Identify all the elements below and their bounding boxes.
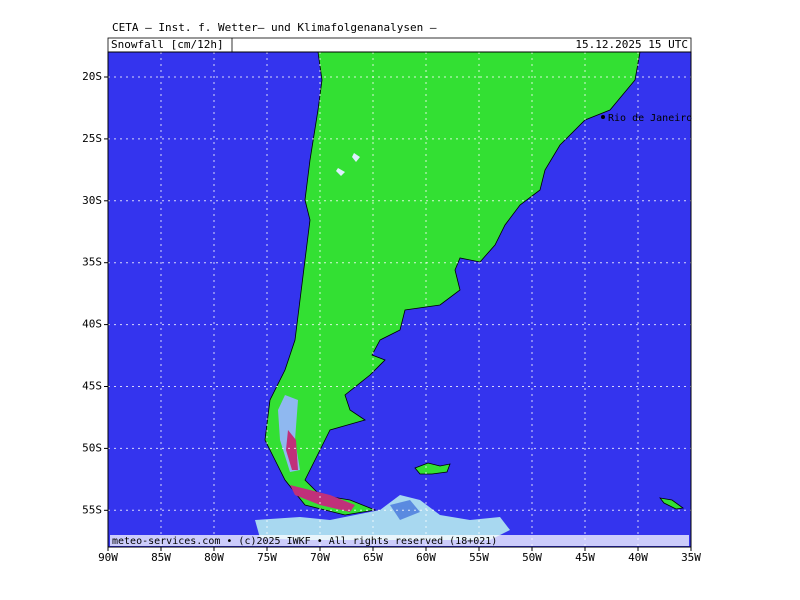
lon-label: 55W xyxy=(469,551,489,564)
lon-label: 80W xyxy=(204,551,224,564)
title: CETA — Inst. f. Wetter— und Klimafolgena… xyxy=(112,21,437,34)
lon-label: 35W xyxy=(681,551,701,564)
city-marker xyxy=(601,115,605,119)
falklands xyxy=(414,462,451,475)
snow-heavy xyxy=(290,485,355,512)
city-label: Rio de Janeiro xyxy=(608,113,692,124)
snowfall xyxy=(255,153,510,540)
lat-label: 35S xyxy=(82,256,102,269)
lon-label: 90W xyxy=(98,551,118,564)
map-frame xyxy=(107,51,692,548)
lon-label: 45W xyxy=(575,551,595,564)
lon-label: 70W xyxy=(310,551,330,564)
lat-label: 40S xyxy=(82,318,102,331)
snow-area xyxy=(255,495,510,540)
lat-label: 25S xyxy=(82,132,102,145)
footer-credit: meteo-services.com • (c)2025 IWKF • All … xyxy=(112,536,497,547)
island xyxy=(659,497,685,510)
lon-label: 60W xyxy=(416,551,436,564)
lat-label: 30S xyxy=(82,194,102,207)
field-label: Snowfall [cm/12h] xyxy=(111,38,224,51)
lat-label: 20S xyxy=(82,70,102,83)
map: Rio de Janeiro meteo-services.com • (c)2… xyxy=(107,51,692,548)
snow-heavy xyxy=(286,430,298,470)
lat-label: 45S xyxy=(82,380,102,393)
lon-label: 50W xyxy=(522,551,542,564)
land xyxy=(264,51,641,516)
snow-area xyxy=(390,500,420,520)
lon-label: 85W xyxy=(151,551,171,564)
graticule xyxy=(108,52,691,547)
lon-label: 75W xyxy=(257,551,277,564)
lat-label: 55S xyxy=(82,503,102,516)
axis-labels: 20S 25S 30S 35S 40S 45S 50S 55S 90W 85W 80W 75W 70W 6… xyxy=(82,70,701,564)
lon-label: 40W xyxy=(628,551,648,564)
snow-area xyxy=(336,168,345,176)
lat-label: 50S xyxy=(82,441,102,454)
footer-box xyxy=(110,535,689,546)
valid-time: 15.12.2025 15 UTC xyxy=(575,38,688,51)
lon-label: 65W xyxy=(363,551,383,564)
snow-area xyxy=(352,153,360,162)
